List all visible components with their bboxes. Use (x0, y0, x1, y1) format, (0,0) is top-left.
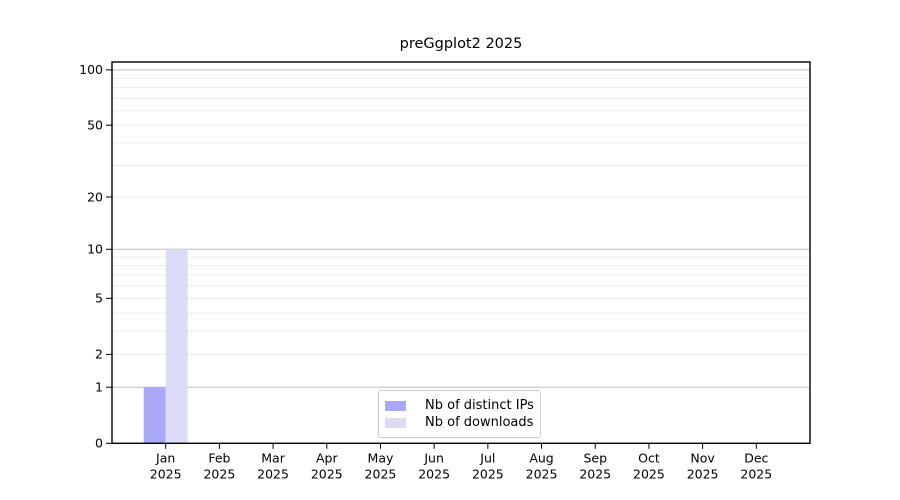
x-tick-label-year: 2025 (365, 466, 397, 481)
y-tick-label: 2 (95, 347, 103, 362)
legend-row-distinct-ips: Nb of distinct IPs (385, 398, 534, 413)
legend-row-downloads: Nb of downloads (385, 415, 534, 430)
x-tick-label-month: Sep (583, 450, 607, 465)
y-tick-label: 100 (79, 62, 103, 77)
y-tick-label: 10 (87, 242, 103, 257)
x-tick-label-month: Feb (208, 450, 230, 465)
x-tick-label-year: 2025 (311, 466, 343, 481)
x-tick-label-year: 2025 (526, 466, 558, 481)
x-tick-label-year: 2025 (740, 466, 772, 481)
y-tick-label: 20 (87, 189, 103, 204)
x-tick-label-month: Apr (316, 450, 338, 465)
x-tick-label-year: 2025 (687, 466, 719, 481)
x-tick-label-year: 2025 (418, 466, 450, 481)
chart-title: preGgplot2 2025 (399, 36, 523, 52)
x-tick-label-year: 2025 (150, 466, 182, 481)
y-tick-label: 0 (95, 436, 103, 451)
x-tick-label-month: Jan (155, 450, 175, 465)
legend-label-downloads: Nb of downloads (425, 415, 534, 430)
x-tick-label-month: Jul (479, 450, 495, 465)
y-tick-label: 50 (87, 117, 103, 132)
bar-downloads (165, 249, 188, 444)
x-tick-label-month: Dec (744, 450, 768, 465)
x-tick-label-month: Oct (638, 450, 660, 465)
x-tick-label-year: 2025 (203, 466, 235, 481)
legend-swatch-downloads (385, 417, 406, 428)
legend-swatch-distinct-ips (385, 400, 406, 411)
x-tick-label-month: Jun (423, 450, 444, 465)
x-tick-label-year: 2025 (633, 466, 665, 481)
x-tick-label-month: May (368, 450, 394, 465)
x-tick-label-year: 2025 (579, 466, 611, 481)
x-tick-label-month: Mar (261, 450, 285, 465)
x-tick-label-year: 2025 (472, 466, 504, 481)
y-tick-label: 5 (95, 291, 103, 306)
x-tick-label-year: 2025 (257, 466, 289, 481)
plot-border (111, 61, 811, 444)
legend: Nb of distinct IPs Nb of downloads (378, 390, 541, 438)
legend-label-distinct-ips: Nb of distinct IPs (425, 398, 534, 413)
bar-distinct-ips (143, 387, 166, 444)
x-tick-label-month: Aug (529, 450, 553, 465)
x-tick-label-month: Nov (690, 450, 715, 465)
y-tick-label: 1 (95, 380, 103, 395)
